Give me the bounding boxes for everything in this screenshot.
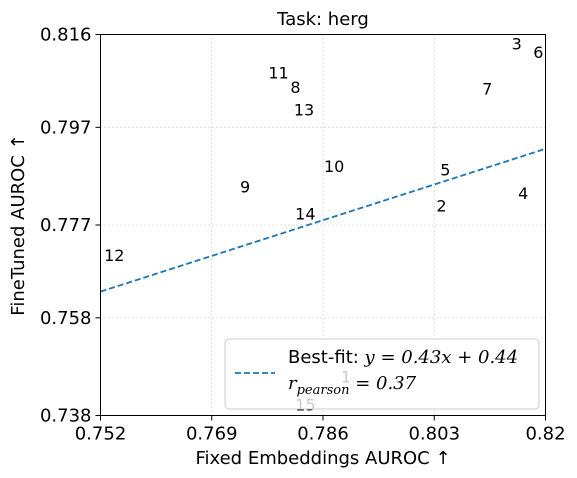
point-label-11: 11 — [268, 64, 288, 83]
legend-r-symbol: r — [288, 373, 298, 394]
legend-fit-entry: Best-fit: y = 0.43x + 0.44 — [288, 347, 518, 368]
point-label-2: 2 — [436, 196, 446, 215]
legend-r-value: = 0.37 — [349, 373, 416, 394]
x-tick-label: 0.769 — [186, 424, 238, 445]
legend-fit-equation: y = 0.43x + 0.44 — [364, 347, 519, 368]
legend-fit-prefix: Best-fit: — [288, 347, 365, 368]
legend-r-subscript: pearson — [297, 383, 350, 398]
point-label-4: 4 — [518, 184, 528, 203]
best-fit-line — [100, 147, 546, 293]
y-tick-label: 0.777 — [40, 215, 92, 236]
point-label-13: 13 — [294, 101, 314, 120]
chart-title: Task: herg — [276, 9, 369, 30]
point-label-9: 9 — [240, 177, 250, 196]
y-axis-title: FineTuned AUROC ↑ — [8, 134, 29, 315]
legend-box — [224, 338, 540, 410]
y-tick-label: 0.758 — [40, 308, 92, 329]
x-axis-title: Fixed Embeddings AUROC ↑ — [195, 448, 450, 469]
legend: Best-fit: y = 0.43x + 0.44 rpearson = 0.… — [224, 338, 540, 410]
point-label-3: 3 — [512, 34, 522, 53]
x-tick-label: 0.82 — [525, 424, 565, 445]
point-label-8: 8 — [290, 78, 300, 97]
x-tick-label: 0.752 — [75, 424, 127, 445]
point-labels: 123456789101112131415 — [104, 34, 543, 414]
point-label-14: 14 — [295, 204, 315, 223]
y-tick-label: 0.797 — [40, 117, 92, 138]
x-tick-label: 0.786 — [297, 424, 349, 445]
point-label-12: 12 — [104, 246, 124, 265]
axis-ticks: 0.752 0.769 0.786 0.803 0.82 0.738 0.758 0.777 0… — [40, 25, 566, 445]
point-label-7: 7 — [482, 80, 492, 99]
point-label-6: 6 — [533, 43, 543, 62]
x-tick-label: 0.803 — [408, 424, 460, 445]
y-tick-label: 0.816 — [40, 25, 92, 46]
y-tick-label: 0.738 — [40, 406, 92, 427]
point-label-10: 10 — [324, 157, 344, 176]
point-label-5: 5 — [440, 160, 450, 179]
legend-pearson-entry: rpearson = 0.37 — [288, 373, 417, 398]
